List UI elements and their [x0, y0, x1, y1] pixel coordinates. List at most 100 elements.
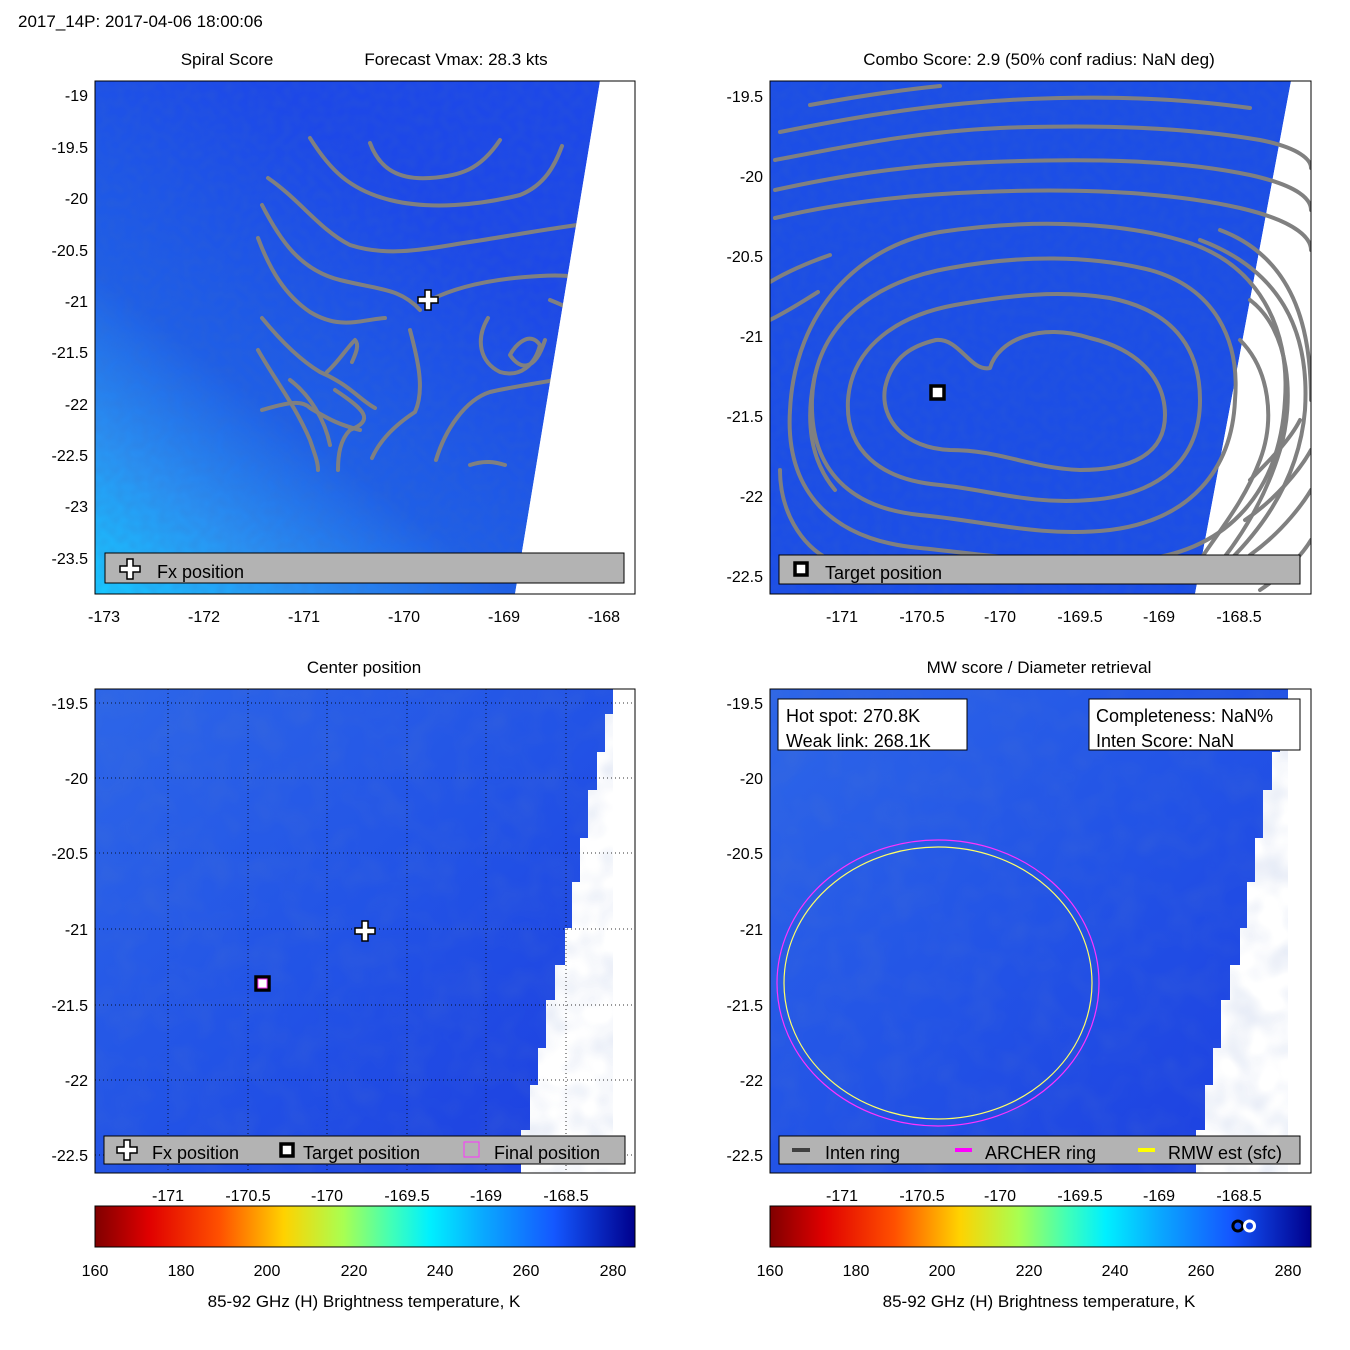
spiral-contours: [256, 136, 602, 472]
spiral-ytick: -22.5: [52, 448, 89, 465]
center-ytick: -22: [65, 1073, 88, 1090]
mw-rmw-ring: [783, 846, 1093, 1120]
colorbar-tick: 180: [843, 1263, 870, 1280]
spiral-ytick: -21.5: [52, 345, 89, 362]
mw-archer-ring: [776, 839, 1100, 1127]
combo-ytick: -22: [740, 489, 763, 506]
center-axes-box: [94, 688, 636, 1174]
colorbar-gradient: [769, 1205, 1312, 1248]
colorbar-tick: 220: [341, 1263, 368, 1280]
mw-yticks: -19.5 -20 -20.5 -21 -21.5 -22 -22.5: [727, 696, 764, 1165]
combo-xtick: -170: [984, 609, 1016, 626]
combo-ytick: -20.5: [727, 249, 764, 266]
mw-heatmap-texture: [770, 689, 1288, 1173]
spiral-legend: Fx position: [104, 552, 625, 584]
center-xticks: -171 -170.5 -170 -169.5 -169 -168.5: [152, 1188, 589, 1205]
hot-spot-marker: [1243, 1219, 1256, 1233]
combo-axes-box: [769, 80, 1312, 595]
colorbar-tick: 260: [1188, 1263, 1215, 1280]
final-square-icon: [463, 1141, 480, 1158]
spiral-ytick: -21: [65, 294, 88, 311]
spiral-xticks: -173 -172 -171 -170 -169 -168: [88, 609, 620, 626]
mw-ytick: -19.5: [727, 696, 764, 713]
mw-ytick: -22: [740, 1073, 763, 1090]
center-title: Center position: [307, 658, 421, 677]
spiral-legend-fx-label: Fx position: [157, 562, 244, 582]
mw-ytick: -21: [740, 922, 763, 939]
combo-yticks: -19.5 -20 -20.5 -21 -21.5 -22 -22.5: [727, 89, 764, 586]
spiral-ytick: -20: [65, 191, 88, 208]
mw-title: MW score / Diameter retrieval: [927, 658, 1152, 677]
combo-title: Combo Score: 2.9 (50% conf radius: NaN d…: [863, 50, 1215, 69]
spiral-xtick: -169: [488, 609, 520, 626]
spiral-panel: Spiral Score Forecast Vmax: 28.3 kts: [52, 50, 636, 626]
combo-legend: Target position: [778, 554, 1301, 585]
spiral-heatmap-texture: [95, 81, 600, 594]
center-target-marker: [254, 975, 271, 992]
combo-xtick: -169.5: [1057, 609, 1102, 626]
colorbar-tick: 240: [427, 1263, 454, 1280]
center-yticks: -19.5 -20 -20.5 -21 -21.5 -22 -22.5: [52, 696, 89, 1165]
mw-xtick: -169: [1143, 1188, 1175, 1205]
combo-xtick: -171: [826, 609, 858, 626]
mw-weak-link-text: Weak link: 268.1K: [786, 731, 931, 751]
combo-xtick: -168.5: [1216, 609, 1261, 626]
mw-ytick: -20: [740, 771, 763, 788]
combo-ytick: -21.5: [727, 409, 764, 426]
spiral-ytick: -22: [65, 397, 88, 414]
center-legend-fx-label: Fx position: [152, 1143, 239, 1163]
colorbar-tick: 240: [1102, 1263, 1129, 1280]
combo-heatmap-texture: [770, 81, 1291, 594]
center-xtick: -170.5: [225, 1188, 270, 1205]
spiral-ytick: -20.5: [52, 243, 89, 260]
colorbar-tick: 160: [757, 1263, 784, 1280]
spiral-xtick: -168: [588, 609, 620, 626]
combo-legend-box: [778, 554, 1301, 585]
colorbar-tick: 200: [254, 1263, 281, 1280]
combo-ytick: -22.5: [727, 569, 764, 586]
mw-xtick: -170: [984, 1188, 1016, 1205]
combo-ytick: -19.5: [727, 89, 764, 106]
center-heatmap-texture: [95, 689, 613, 1173]
center-ytick: -21: [65, 922, 88, 939]
mw-xtick: -171: [826, 1188, 858, 1205]
spiral-legend-box: [104, 552, 625, 584]
fx-plus-icon: [116, 1139, 138, 1161]
combo-xticks: -171 -170.5 -170 -169.5 -169 -168.5: [826, 609, 1262, 626]
mw-ytick: -22.5: [727, 1148, 764, 1165]
colorbar-tick: 220: [1016, 1263, 1043, 1280]
target-square-icon: [793, 561, 809, 577]
combo-panel: Combo Score: 2.9 (50% conf radius: NaN d…: [727, 50, 1312, 626]
spiral-xtick: -171: [288, 609, 320, 626]
center-xtick: -169: [470, 1188, 502, 1205]
center-legend: Fx position Target position Final positi…: [103, 1135, 626, 1165]
spiral-fx-marker: [417, 289, 439, 311]
colorbar-left: 160 180 200 220 240 260 280 85-92 GHz (H…: [82, 1205, 636, 1311]
mw-hotspot-box: Hot spot: 270.8K Weak link: 268.1K: [777, 698, 968, 751]
colorbar-tick: 280: [1275, 1263, 1302, 1280]
colorbar-tick: 160: [82, 1263, 109, 1280]
center-xtick: -169.5: [384, 1188, 429, 1205]
mw-legend-rmw-label: RMW est (sfc): [1168, 1143, 1282, 1163]
center-legend-box: [103, 1135, 626, 1165]
mw-panel: MW score / Diameter retrieval Hot spot: …: [727, 658, 1312, 1311]
center-xtick: -170: [311, 1188, 343, 1205]
colorbar-label: 85-92 GHz (H) Brightness temperature, K: [883, 1292, 1196, 1311]
spiral-yticks: -19 -19.5 -20 -20.5 -21 -21.5 -22 -22.5 …: [52, 88, 89, 568]
spiral-xtick: -170: [388, 609, 420, 626]
mw-legend-box: [778, 1135, 1301, 1165]
combo-target-marker: [929, 384, 946, 401]
mw-xtick: -170.5: [899, 1188, 944, 1205]
figure-title: 2017_14P: 2017-04-06 18:00:06: [18, 12, 263, 31]
mw-completeness-box: Completeness: NaN% Inten Score: NaN: [1088, 698, 1301, 751]
mw-hot-spot-text: Hot spot: 270.8K: [786, 706, 920, 726]
target-square-icon: [279, 1142, 295, 1158]
mw-xtick: -168.5: [1216, 1188, 1261, 1205]
colorbar-tick: 260: [513, 1263, 540, 1280]
center-xtick: -171: [152, 1188, 184, 1205]
spiral-xtick: -172: [188, 609, 220, 626]
colorbar-tick: 200: [929, 1263, 956, 1280]
spiral-ytick: -19.5: [52, 140, 89, 157]
center-final-marker: [257, 978, 268, 989]
mw-xtick: -169.5: [1057, 1188, 1102, 1205]
